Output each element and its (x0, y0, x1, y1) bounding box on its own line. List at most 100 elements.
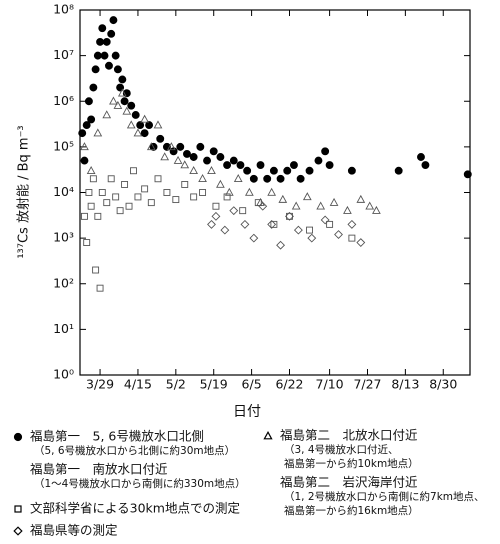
point (267, 187, 277, 196)
point (154, 175, 162, 183)
y-axis-title: ¹³⁷Cs 放射能 / Bq m⁻³ (16, 125, 32, 258)
point (189, 165, 199, 174)
point (98, 24, 107, 33)
legend-note: 福島第一から約10km地点） (284, 457, 419, 470)
point (83, 239, 91, 246)
point (136, 121, 145, 130)
point (211, 211, 221, 221)
point (258, 201, 268, 211)
point (321, 147, 330, 156)
point (120, 97, 129, 106)
point (394, 166, 403, 175)
point (116, 207, 124, 215)
point (356, 238, 366, 247)
legend-label: 福島第二 岩沢海岸付近 (280, 475, 418, 490)
point (87, 115, 96, 124)
point (305, 166, 314, 175)
point (285, 211, 294, 221)
point (220, 225, 230, 235)
y-tick-label: 10⁸ (53, 2, 74, 17)
point (249, 174, 258, 183)
point (80, 156, 89, 165)
point (131, 111, 140, 119)
point (334, 230, 343, 239)
legend-marker (13, 432, 23, 442)
point (276, 240, 286, 250)
plot-frame (79, 9, 471, 376)
point (107, 175, 115, 183)
point (93, 128, 103, 137)
point (343, 205, 352, 214)
point (463, 170, 472, 179)
point (126, 120, 136, 129)
point (86, 165, 96, 174)
point (100, 51, 109, 60)
legend-marker (13, 526, 23, 536)
y-tick-label: 10⁷ (53, 47, 74, 62)
point (314, 156, 323, 165)
point (125, 202, 133, 210)
x-axis-title: 日付 (233, 404, 261, 420)
x-tick-label: 6/22 (275, 377, 303, 392)
point (289, 161, 298, 169)
point (417, 153, 425, 161)
point (173, 155, 183, 164)
point (80, 142, 89, 151)
point (302, 192, 312, 201)
point (172, 196, 180, 204)
point (87, 202, 95, 210)
point (207, 165, 216, 174)
legend-note: 福島第一から約16km地点） (284, 504, 419, 517)
point (89, 175, 97, 183)
point (216, 153, 225, 161)
point (372, 205, 381, 214)
point (306, 226, 313, 234)
point (163, 189, 171, 196)
x-tick-label: 7/10 (316, 377, 344, 392)
point (245, 187, 254, 196)
legend-note: （1, 2号機放水口から南側に約7km地点、 (284, 490, 485, 503)
y-tick-label: 10² (53, 275, 74, 290)
legend-marker (14, 505, 22, 513)
point (365, 201, 375, 210)
point (102, 110, 112, 119)
point (91, 65, 100, 74)
point (109, 96, 118, 105)
y-tick-label: 10⁶ (53, 93, 74, 108)
point (347, 219, 357, 229)
point (140, 129, 149, 138)
point (85, 189, 93, 196)
point (96, 284, 104, 292)
point (134, 193, 142, 201)
point (84, 97, 93, 106)
point (240, 219, 250, 229)
point (121, 181, 129, 188)
point (196, 142, 205, 151)
point (113, 100, 123, 109)
point (130, 167, 137, 175)
point (348, 234, 356, 242)
point (325, 161, 334, 169)
point (249, 233, 259, 243)
x-tick-label: 6/5 (242, 377, 262, 392)
point (236, 161, 245, 169)
point (356, 194, 366, 203)
point (94, 212, 102, 220)
point (181, 181, 189, 188)
point (89, 83, 98, 92)
point (243, 166, 252, 175)
point (207, 219, 216, 229)
point (203, 156, 211, 165)
point (293, 225, 303, 235)
point (229, 206, 239, 216)
point (81, 212, 88, 220)
legend-note: （1～4号機放水口から南側に約330m地点） (34, 477, 246, 490)
point (320, 215, 330, 225)
point (199, 189, 207, 196)
legend-label: 文部科学省による30km地点での測定 (30, 501, 240, 516)
point (98, 189, 106, 196)
point (103, 199, 111, 207)
point (263, 174, 272, 183)
legend-label: 福島第二 北放水口付近 (280, 428, 418, 443)
point (156, 134, 165, 143)
